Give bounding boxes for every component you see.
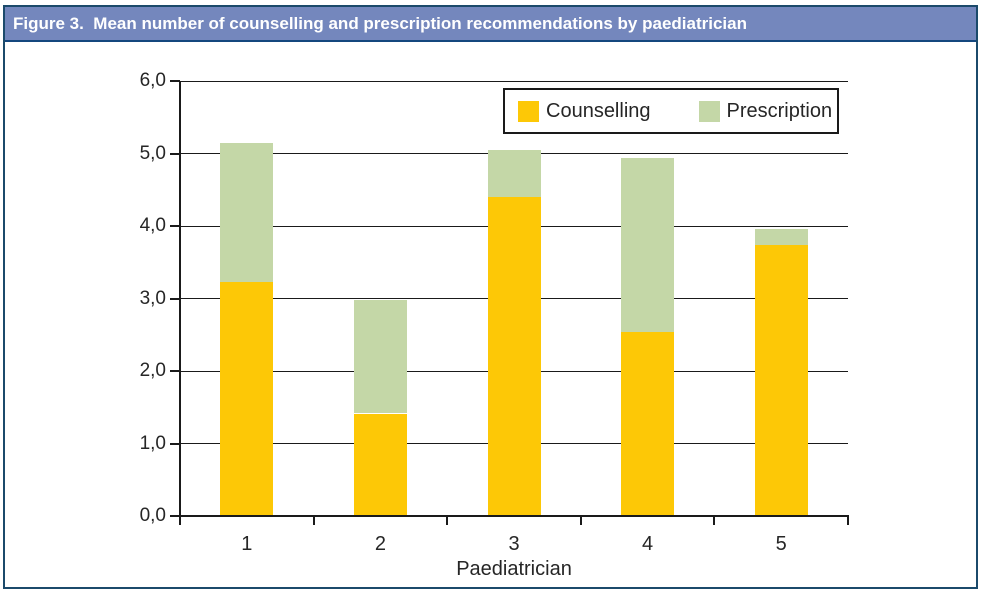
bar-prescription-segment [487,150,541,198]
bar-counselling-segment [621,332,675,515]
y-tick-label: 2,0 [139,360,166,381]
bar-prescription-segment [754,228,808,246]
counselling-swatch-icon [518,100,539,122]
legend-label-prescription: Prescription [726,99,833,122]
bar-prescription-segment [621,157,675,333]
chart-legend: Counselling Prescription [503,88,839,134]
y-axis-tick [170,80,180,82]
chart-plot-region: Counselling Prescription Paediatrician 0… [5,42,976,587]
x-axis-tick [713,516,716,525]
y-axis-tick [170,152,180,155]
y-tick-label: 6,0 [139,70,166,91]
y-gridline [180,80,848,82]
y-tick-label: 4,0 [139,215,166,236]
x-axis-title: Paediatrician [456,558,572,580]
x-axis-tick [446,516,449,525]
y-tick-label: 3,0 [139,287,166,309]
prescription-swatch-icon [698,100,720,122]
bar-counselling-segment [487,197,541,515]
y-tick-label: 5,0 [139,142,166,164]
x-category-label: 3 [508,533,520,555]
y-axis-tick [170,370,180,372]
legend-label-counselling: Counselling [546,99,651,122]
bar-counselling-segment [220,281,274,515]
x-axis-tick [579,516,582,525]
y-tick-label: 1,0 [139,432,166,454]
x-axis-tick [312,516,315,525]
y-axis-tick [170,297,180,300]
bar-prescription-segment [220,143,274,282]
x-axis-line [179,515,849,517]
legend-item-counselling: Counselling [518,100,651,123]
figure-3-panel: Figure 3. Mean number of counselling and… [3,5,978,589]
bar-prescription-segment [353,299,407,414]
y-axis-tick [170,442,180,445]
y-axis-tick [170,225,180,227]
x-category-label: 4 [642,533,654,555]
x-category-label: 1 [241,533,253,555]
x-axis-tick [847,516,849,525]
bar-counselling-segment [754,245,808,515]
x-category-label: 2 [374,533,386,555]
x-axis-tick [179,516,181,525]
bar-counselling-segment [353,413,407,515]
figure-title-bar: Figure 3. Mean number of counselling and… [5,7,976,42]
legend-item-prescription: Prescription [698,99,833,123]
y-axis-tick [170,515,180,517]
x-category-label: 5 [775,533,787,555]
y-tick-label: 0,0 [139,505,166,526]
y-axis-line [179,81,181,516]
